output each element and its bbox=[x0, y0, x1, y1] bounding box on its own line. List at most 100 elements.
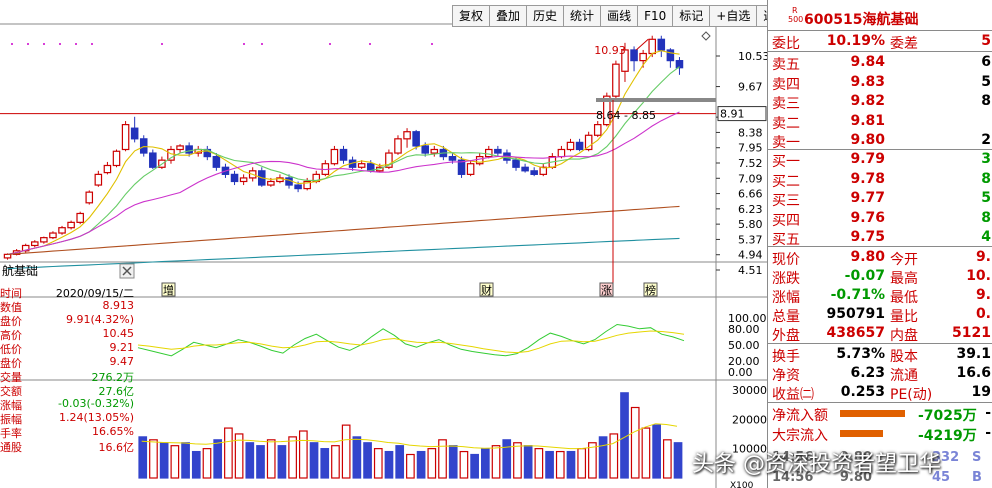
tick-cell: 332 bbox=[932, 450, 960, 465]
info-key: 时间 bbox=[0, 287, 22, 300]
ma-line-ma20 bbox=[7, 111, 680, 255]
candle-body bbox=[557, 148, 566, 158]
volume-bar bbox=[555, 450, 565, 479]
volume-bar bbox=[256, 445, 265, 479]
candle-body bbox=[639, 52, 647, 62]
row-label: 委比 bbox=[772, 36, 800, 52]
volume-bar bbox=[298, 430, 308, 479]
event-tag[interactable]: 财 bbox=[479, 282, 494, 297]
volume-bar bbox=[416, 450, 426, 479]
volume-bar bbox=[673, 442, 683, 479]
volume-bar bbox=[609, 433, 619, 479]
info-key: 涨幅 bbox=[0, 399, 22, 412]
event-tag[interactable]: 榜 bbox=[643, 282, 658, 297]
marker-dot bbox=[243, 43, 245, 45]
mark-button[interactable]: 标记 bbox=[673, 5, 711, 27]
overlay-button[interactable]: 叠加 bbox=[490, 5, 528, 27]
marker-dot bbox=[329, 43, 331, 45]
osc-tick-label: 20.00 bbox=[728, 355, 760, 368]
f10-button[interactable]: F10 bbox=[638, 5, 674, 27]
info-key: 低价 bbox=[0, 343, 22, 356]
info-key: 盘价 bbox=[0, 357, 22, 370]
row-value: 6.23 bbox=[850, 365, 885, 381]
row-value: 9.78 bbox=[850, 170, 885, 187]
row-label2: 量比 bbox=[890, 309, 918, 325]
chart-toolbar: 复权 叠加 历史 统计 画线 F10 标记 +自选 返回 bbox=[452, 5, 795, 27]
row-value2: 8 bbox=[981, 93, 991, 109]
info-value: 1.24(13.05%) bbox=[58, 411, 134, 424]
osc-tick-label: 0.00 bbox=[728, 366, 753, 379]
row-value: 9.83 bbox=[850, 73, 885, 90]
close-icon[interactable] bbox=[119, 263, 135, 279]
row-label: 现价 bbox=[772, 252, 800, 268]
candle-body bbox=[103, 164, 112, 174]
volume-bar bbox=[138, 436, 148, 479]
volume-bar bbox=[352, 436, 362, 479]
row-value: -0.71% bbox=[830, 287, 885, 303]
candle-body bbox=[494, 148, 502, 154]
statistics-button[interactable]: 统计 bbox=[564, 5, 602, 27]
row-value2: 6 bbox=[981, 54, 991, 70]
info-key: 高价 bbox=[0, 329, 22, 342]
volume-bar bbox=[309, 442, 319, 479]
info-row: 时间 2020/09/15/二 bbox=[0, 285, 138, 300]
price-tick-label: 9.67 bbox=[738, 81, 763, 94]
candle-body bbox=[112, 150, 121, 167]
row-value: 9.81 bbox=[850, 112, 885, 129]
price-tick-label: 10.53 bbox=[738, 50, 767, 63]
row-value: -0.07 bbox=[844, 268, 885, 284]
info-value: 16.65% bbox=[92, 425, 134, 438]
row-value2: 9. bbox=[975, 249, 991, 265]
row-label: 涨幅 bbox=[772, 290, 800, 306]
candle-body bbox=[421, 145, 429, 154]
marker-dot bbox=[91, 43, 93, 45]
marker-dot bbox=[75, 43, 77, 45]
add-watchlist-button[interactable]: +自选 bbox=[710, 5, 758, 27]
volume-bar bbox=[545, 450, 554, 479]
volume-bar bbox=[406, 453, 415, 479]
history-button[interactable]: 历史 bbox=[527, 5, 565, 27]
flow-value: -4219万 bbox=[918, 428, 977, 444]
candle-body bbox=[648, 38, 656, 55]
candle-body bbox=[149, 152, 157, 168]
separator bbox=[768, 149, 992, 150]
fuquan-button[interactable]: 复权 bbox=[452, 5, 491, 27]
event-tag-label: 增 bbox=[163, 283, 174, 297]
row-label: 换手 bbox=[772, 349, 800, 365]
event-tag[interactable]: 涨 bbox=[599, 282, 614, 297]
row-value2: 19 bbox=[971, 384, 991, 400]
candle-body bbox=[394, 138, 402, 154]
row-value: 10.19% bbox=[826, 33, 885, 49]
osc-tick-label: 80.00 bbox=[728, 323, 760, 336]
draw-line-button[interactable]: 画线 bbox=[601, 5, 639, 27]
candle-body bbox=[584, 134, 593, 151]
row-label: 大宗流入 bbox=[772, 428, 828, 444]
row-value: 9.76 bbox=[850, 209, 885, 226]
volume-bar bbox=[630, 406, 640, 479]
event-tag-box bbox=[479, 282, 494, 297]
info-value: 10.45 bbox=[102, 327, 135, 340]
row-value2: 39.1 bbox=[956, 346, 991, 362]
tick-cell: 14:56 bbox=[772, 450, 814, 465]
candle-body bbox=[575, 141, 584, 151]
candle-body bbox=[666, 49, 675, 62]
stat-row: 涨幅 -0.71% 最低 9. bbox=[768, 286, 992, 306]
event-tag-label: 榜 bbox=[645, 283, 656, 297]
weibi-row: 委比 10.19% 委差 5 bbox=[768, 32, 992, 52]
candle-body bbox=[593, 124, 602, 136]
event-tag[interactable]: 增 bbox=[161, 282, 176, 297]
candlestick-chart[interactable]: 10.539.678.818.387.957.527.096.666.235.8… bbox=[0, 0, 767, 488]
osc-line bbox=[137, 323, 685, 357]
candle-body bbox=[85, 191, 94, 204]
row-label2: 内盘 bbox=[890, 328, 918, 344]
diamond-icon bbox=[701, 31, 711, 41]
info-value: 16.6亿 bbox=[98, 441, 135, 454]
info-row: 高价 10.45 bbox=[0, 327, 138, 342]
stat2-row: 收益㈡ 0.253 PE(动) 19 bbox=[768, 383, 992, 403]
event-tag-box bbox=[643, 282, 658, 297]
ask-row: 卖四 9.83 5 bbox=[768, 73, 992, 93]
info-row: 低价 9.21 bbox=[0, 341, 138, 356]
quote-panel: R 500 600515海航基础 委比 10.19% 委差 5 卖五 9.84 6 卖四 9.8… bbox=[767, 0, 992, 488]
volume-bar bbox=[395, 445, 405, 479]
